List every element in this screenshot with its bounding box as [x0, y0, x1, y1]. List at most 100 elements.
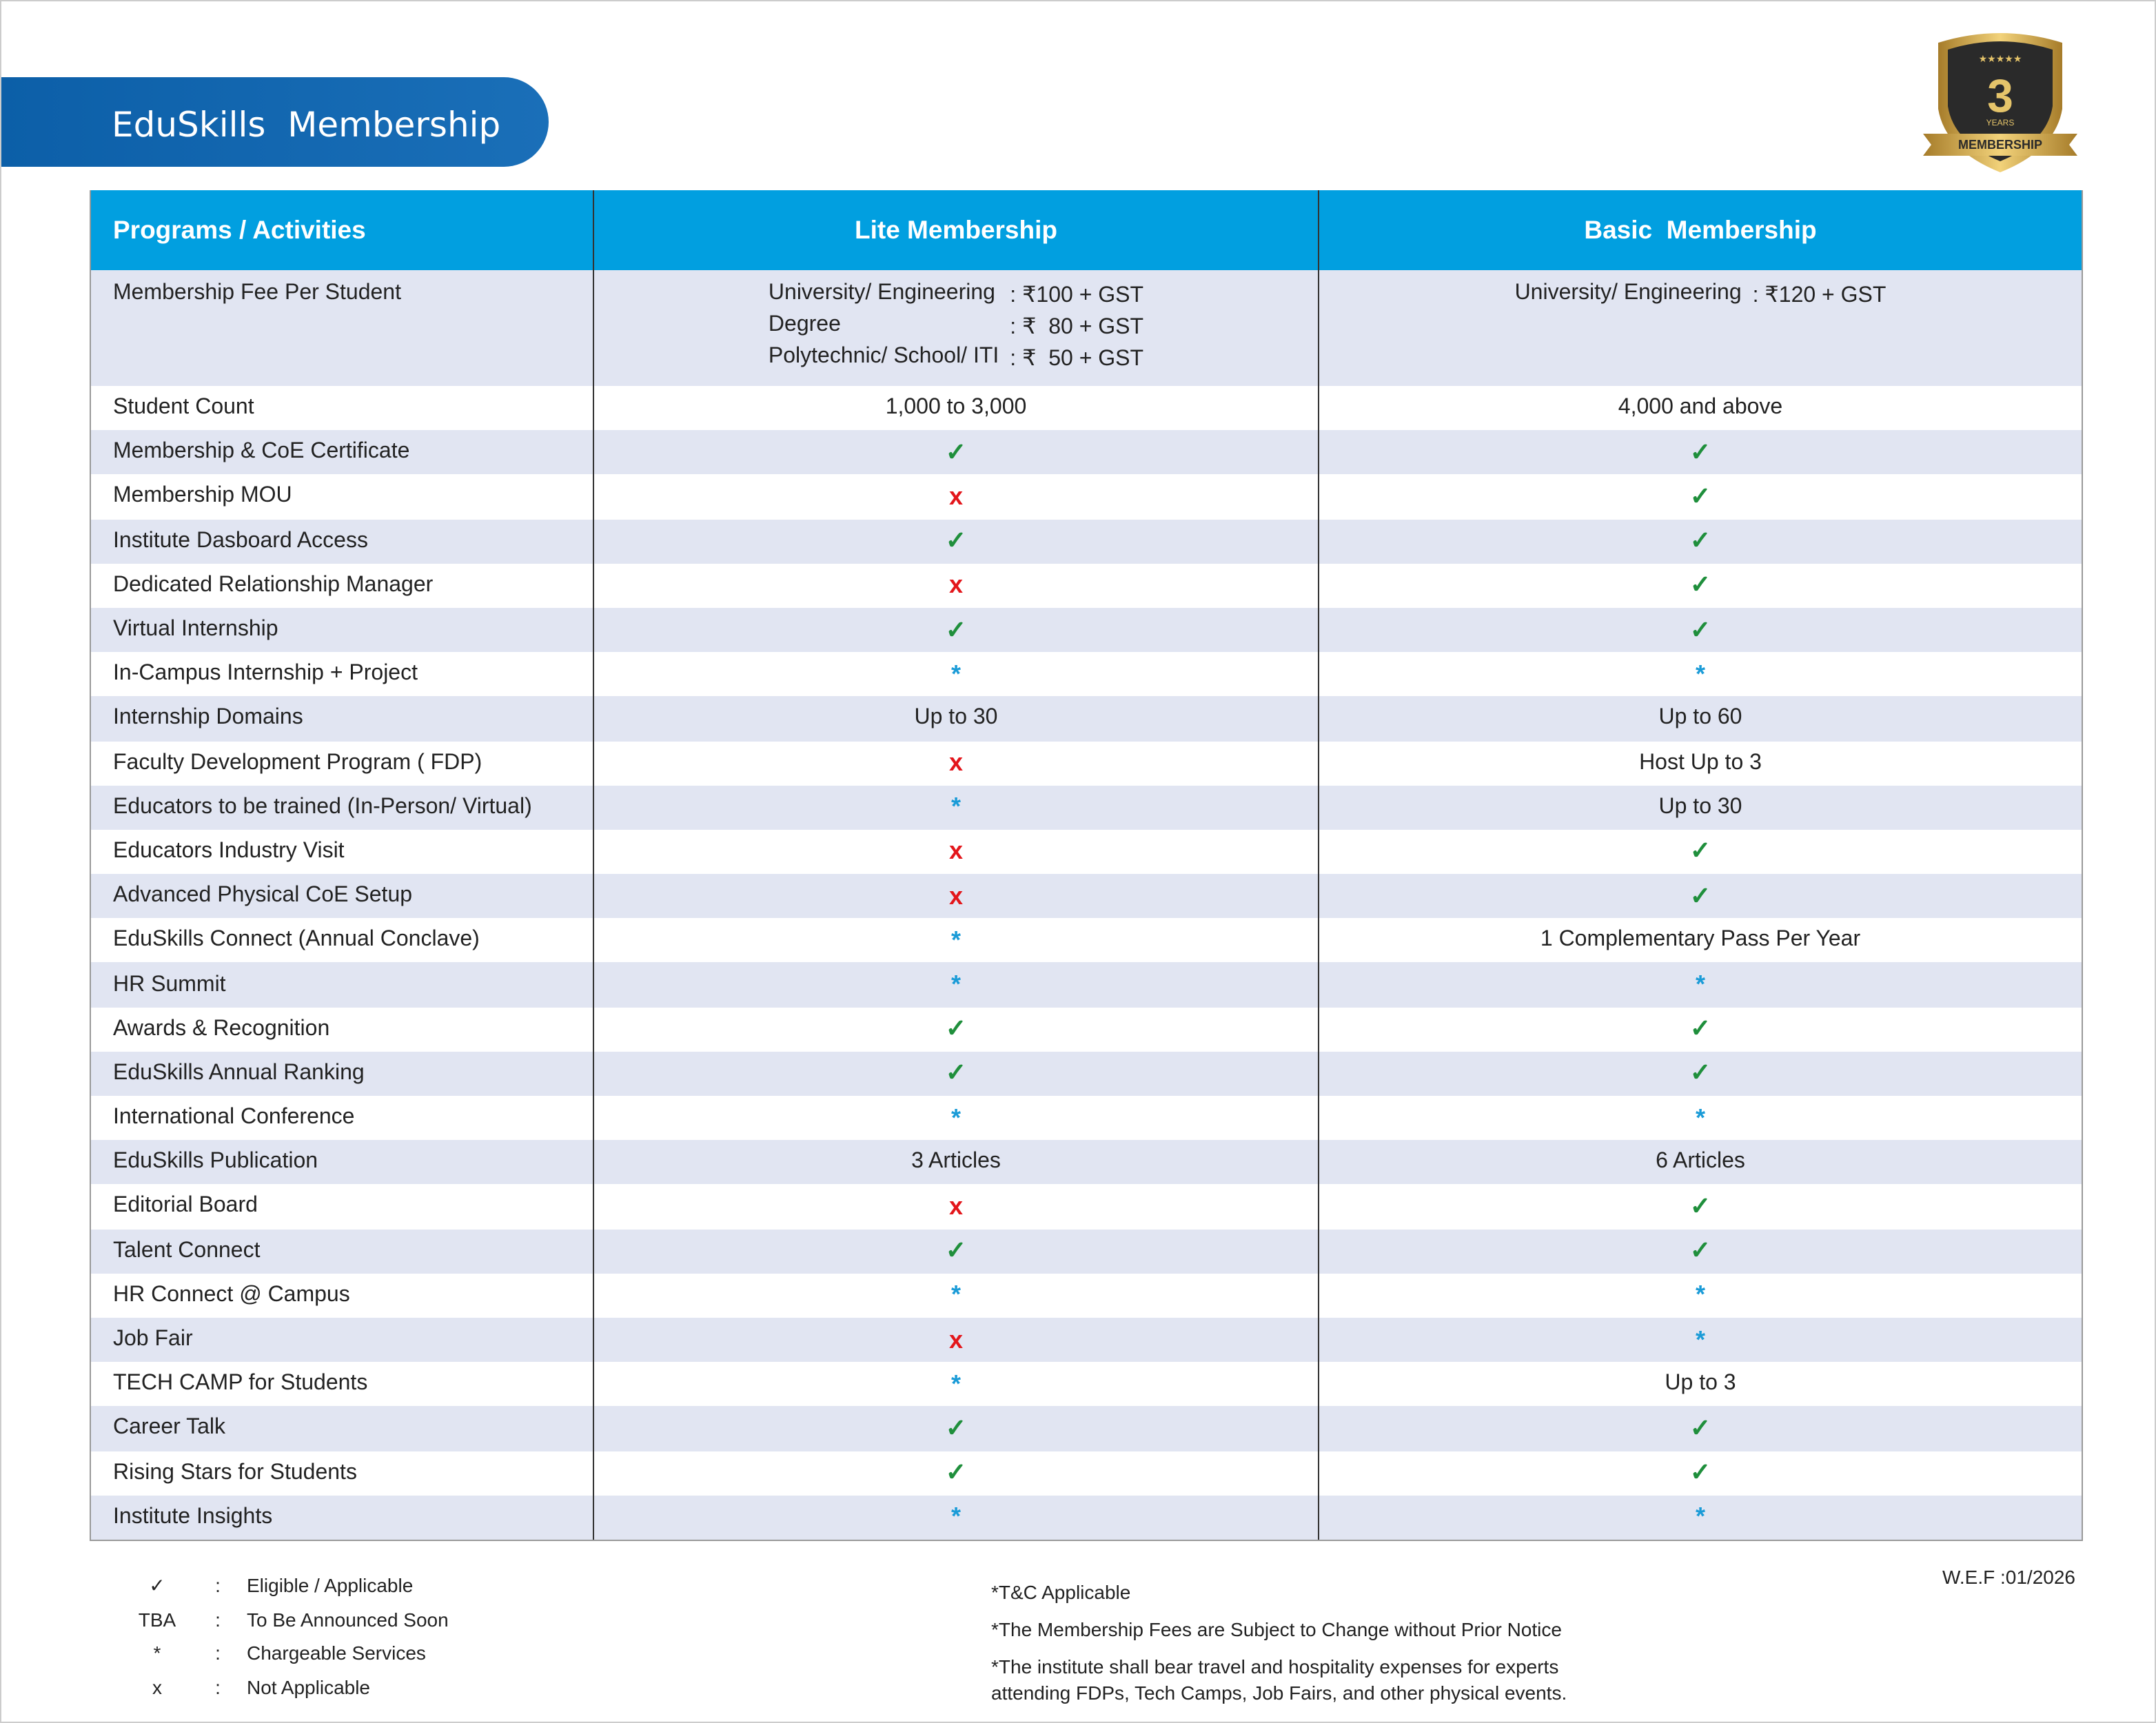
- cell-value: x: [593, 1317, 1318, 1363]
- cell-value: *: [1318, 1096, 2082, 1141]
- cell-value: ✓: [593, 519, 1318, 564]
- cell-value: *: [1318, 962, 2082, 1008]
- fee-amount: : ₹ 50 + GST: [1010, 347, 1144, 371]
- row-label: EduSkills Annual Ranking: [113, 1061, 365, 1085]
- legend-label: Not Applicable: [247, 1675, 371, 1698]
- table-row: Virtual Internship ✓ ✓: [91, 607, 2082, 653]
- fee-category: Polytechnic/ School/ ITI: [768, 345, 999, 368]
- cell-value: ✓: [1318, 430, 2082, 475]
- cell-value: *: [1318, 1495, 2082, 1540]
- cell-value: 3 Articles: [593, 1140, 1318, 1185]
- row-label: Dedicated Relationship Manager: [113, 573, 434, 597]
- svg-text:★★★★★: ★★★★★: [1979, 53, 2022, 64]
- cell-value: *: [593, 1362, 1318, 1407]
- fee-amount: : ₹120 + GST: [1752, 284, 1886, 307]
- table-row: Awards & Recognition ✓ ✓: [91, 1007, 2082, 1052]
- legend-label: Eligible / Applicable: [247, 1574, 414, 1597]
- table-row: Membership & CoE Certificate ✓ ✓: [91, 430, 2082, 475]
- cell-value: 1,000 to 3,000: [593, 386, 1318, 431]
- cell-value: Host Up to 3: [1318, 741, 2082, 786]
- cell-value: *: [593, 918, 1318, 963]
- row-label: EduSkills Connect (Annual Conclave): [113, 928, 480, 952]
- cell-value: x: [593, 474, 1318, 520]
- column-header: Basic Membership: [1318, 190, 2082, 270]
- cell-value: *: [1318, 652, 2082, 697]
- fee-amount: : ₹ 80 + GST: [1010, 316, 1144, 339]
- legend-separator: :: [215, 1608, 221, 1631]
- header-row: Programs / Activities Lite Membership Basi…: [91, 190, 2082, 270]
- note: *The institute shall bear travel and hos…: [991, 1655, 1567, 1704]
- legend-symbol: x: [152, 1675, 162, 1698]
- fee-category: University/ Engineering: [768, 281, 995, 305]
- row-label: EduSkills Publication: [113, 1150, 318, 1174]
- cell-value: Up to 30: [593, 696, 1318, 741]
- cell-value: Up to 30: [1318, 785, 2082, 830]
- cell-value: x: [593, 563, 1318, 608]
- table-row: HR Connect @ Campus * *: [91, 1273, 2082, 1318]
- title-banner: EduSkills Membership: [1, 77, 549, 167]
- legend: ✓: Eligible / Applicable TBA: To Be Announc…: [125, 1569, 449, 1704]
- legend-item: TBA: To Be Announced Soon: [125, 1602, 449, 1636]
- row-label: International Conference: [113, 1105, 355, 1130]
- table-row: Student Count 1,000 to 3,000 4,000 and abo…: [91, 386, 2082, 431]
- row-label: Membership MOU: [113, 484, 292, 508]
- cell-value: x: [593, 1184, 1318, 1230]
- cell-value: *: [593, 785, 1318, 830]
- row-label: Advanced Physical CoE Setup: [113, 884, 413, 908]
- legend-separator: :: [215, 1574, 221, 1597]
- cell-value: Up to 60: [1318, 696, 2082, 741]
- legend-item: *: Chargeable Services: [125, 1636, 449, 1670]
- cell-value: ✓: [1318, 829, 2082, 875]
- cell-value: 1 Complementary Pass Per Year: [1318, 918, 2082, 963]
- cell-value: *: [593, 652, 1318, 697]
- table-row: Editorial Board x ✓: [91, 1184, 2082, 1230]
- cell-value: x: [593, 829, 1318, 875]
- table-row: Educators to be trained (In-Person/ Virt…: [91, 785, 2082, 830]
- table-row: Rising Stars for Students ✓ ✓: [91, 1451, 2082, 1496]
- legend-item: x: Not Applicable: [125, 1670, 449, 1704]
- note: *The Membership Fees are Subject to Chan…: [991, 1618, 1562, 1640]
- legend-symbol: ✓: [149, 1573, 165, 1596]
- membership-table: Programs / Activities Lite Membership Basi…: [90, 190, 2083, 1541]
- table-row: Membership MOU x ✓: [91, 474, 2082, 520]
- cell-value: ✓: [1318, 474, 2082, 520]
- cell-value: *: [593, 1096, 1318, 1141]
- row-label: In-Campus Internship + Project: [113, 662, 418, 686]
- row-label: Institute Insights: [113, 1505, 273, 1529]
- badge: ★★★★★ 3 YEARS MEMBERSHIP: [1923, 33, 2077, 172]
- badge-ribbon: MEMBERSHIP: [1958, 138, 2042, 152]
- cell-value: ✓: [1318, 1184, 2082, 1230]
- legend-label: To Be Announced Soon: [247, 1608, 449, 1631]
- row-label: Virtual Internship: [113, 618, 278, 642]
- legend-label: Chargeable Services: [247, 1642, 426, 1664]
- cell-value: ✓: [593, 1007, 1318, 1052]
- row-label: HR Summit: [113, 972, 226, 997]
- cell-value: ✓: [1318, 1051, 2082, 1096]
- cell-value: *: [593, 962, 1318, 1008]
- table-row: International Conference * *: [91, 1096, 2082, 1141]
- cell-value: ✓: [593, 430, 1318, 475]
- fee-cell: University/ Engineering: ₹120 + GST: [1318, 270, 2082, 386]
- row-label: Career Talk: [113, 1416, 226, 1440]
- note: *T&C Applicable: [991, 1581, 1131, 1603]
- legend-item: ✓: Eligible / Applicable: [125, 1569, 449, 1602]
- legend-separator: :: [215, 1675, 221, 1698]
- row-label: Institute Dasboard Access: [113, 529, 368, 553]
- fee-amount: : ₹100 + GST: [1010, 284, 1144, 307]
- table-row: In-Campus Internship + Project * *: [91, 652, 2082, 697]
- cell-value: *: [593, 1273, 1318, 1318]
- table-row: Advanced Physical CoE Setup x ✓: [91, 874, 2082, 919]
- table-row: TECH CAMP for Students * Up to 3: [91, 1362, 2082, 1407]
- table-row: Institute Insights * *: [91, 1495, 2082, 1540]
- table-row: EduSkills Connect (Annual Conclave) * 1 Co…: [91, 918, 2082, 963]
- cell-value: x: [593, 874, 1318, 919]
- row-label: Membership Fee Per Student: [113, 281, 401, 305]
- row-label: Internship Domains: [113, 706, 303, 730]
- column-header: Programs / Activities: [113, 215, 366, 244]
- table-row: Talent Connect ✓ ✓: [91, 1229, 2082, 1274]
- legend-symbol: TBA: [138, 1608, 176, 1631]
- row-label: Faculty Development Program ( FDP): [113, 751, 482, 775]
- table-row: EduSkills Publication 3 Articles 6 Article…: [91, 1140, 2082, 1185]
- cell-value: *: [593, 1495, 1318, 1540]
- row-label: Membership & CoE Certificate: [113, 440, 410, 464]
